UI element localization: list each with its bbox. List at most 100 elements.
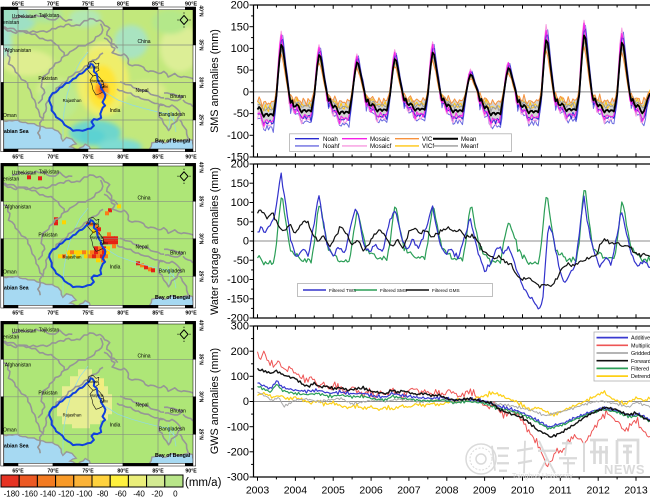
svg-text:30°N: 30°N — [198, 77, 204, 89]
svg-text:Pakistan: Pakistan — [38, 76, 57, 82]
svg-text:India: India — [110, 422, 121, 428]
svg-text:80°E: 80°E — [117, 1, 129, 7]
svg-text:85°E: 85°E — [152, 154, 164, 160]
svg-text:Noahf: Noahf — [323, 143, 340, 150]
svg-text:India: India — [110, 264, 121, 270]
svg-text:80°E: 80°E — [117, 469, 129, 475]
svg-text:Mosaic: Mosaic — [370, 136, 390, 143]
svg-text:2012: 2012 — [587, 485, 611, 497]
svg-text:100: 100 — [231, 43, 249, 55]
svg-text:SMS anomalies (mm): SMS anomalies (mm) — [209, 29, 221, 133]
svg-text:Bay of Bengal: Bay of Bengal — [155, 295, 191, 301]
svg-text:(mm/a): (mm/a) — [185, 477, 222, 489]
svg-text:Mosaicf: Mosaicf — [370, 143, 392, 150]
svg-text:Bay of Bengal: Bay of Bengal — [155, 453, 191, 459]
svg-text:Uzbekistan: Uzbekistan — [12, 328, 37, 334]
svg-text:-200: -200 — [227, 446, 249, 458]
svg-text:2007: 2007 — [397, 485, 421, 497]
svg-text:90°E: 90°E — [185, 1, 197, 7]
svg-text:2005: 2005 — [322, 485, 346, 497]
svg-text:India: India — [110, 108, 121, 114]
svg-text:Bhutan: Bhutan — [170, 408, 186, 414]
svg-text:-150: -150 — [227, 293, 249, 305]
svg-text:Filtered GMS: Filtered GMS — [432, 288, 460, 293]
svg-text:-60: -60 — [115, 490, 127, 499]
svg-text:85°E: 85°E — [152, 1, 164, 7]
svg-text:Turkmenistan: Turkmenistan — [0, 176, 19, 182]
svg-text:Gridded co: Gridded co — [631, 351, 650, 357]
svg-text:90°E: 90°E — [185, 154, 197, 160]
svg-text:Rajasthan: Rajasthan — [63, 254, 83, 259]
svg-text:-100: -100 — [227, 274, 249, 286]
svg-text:-180: -180 — [4, 490, 21, 499]
svg-text:0: 0 — [243, 87, 249, 99]
svg-text:85°E: 85°E — [152, 469, 164, 475]
svg-text:2004: 2004 — [284, 485, 308, 497]
svg-text:30°N: 30°N — [198, 233, 204, 245]
svg-text:2009: 2009 — [473, 485, 497, 497]
svg-text:85°E: 85°E — [152, 311, 164, 317]
svg-text:100: 100 — [231, 371, 249, 383]
svg-text:Afghanistan: Afghanistan — [5, 362, 32, 368]
svg-text:75°E: 75°E — [82, 311, 94, 317]
svg-text:Bangladesh: Bangladesh — [159, 268, 186, 274]
svg-text:Detrended: Detrended — [631, 374, 650, 380]
svg-text:200: 200 — [231, 0, 249, 12]
svg-text:Punjab: Punjab — [88, 380, 99, 384]
svg-text:Pakistan: Pakistan — [38, 232, 57, 238]
svg-text:25°N: 25°N — [198, 429, 204, 441]
svg-text:2006: 2006 — [359, 485, 383, 497]
svg-text:Uzbekistan: Uzbekistan — [12, 170, 37, 176]
svg-text:75°E: 75°E — [82, 154, 94, 160]
svg-text:2008: 2008 — [435, 485, 459, 497]
svg-text:40°N: 40°N — [198, 320, 204, 332]
svg-text:-140: -140 — [40, 490, 57, 499]
svg-text:50: 50 — [237, 65, 249, 77]
svg-text:75°E: 75°E — [82, 1, 94, 7]
svg-text:Filtered co: Filtered co — [631, 367, 650, 373]
svg-text:Tajikistan: Tajikistan — [39, 327, 60, 333]
svg-text:Filtered SMS: Filtered SMS — [380, 288, 407, 293]
svg-text:0: 0 — [243, 236, 249, 248]
svg-text:65°E: 65°E — [12, 469, 24, 475]
svg-text:Tajikistan: Tajikistan — [39, 13, 60, 19]
svg-text:Delhi: Delhi — [100, 85, 108, 89]
svg-text:Bhutan: Bhutan — [170, 250, 186, 256]
svg-text:Rajasthan: Rajasthan — [63, 98, 83, 103]
svg-text:Meanf: Meanf — [461, 143, 478, 150]
svg-text:Afghanistan: Afghanistan — [5, 204, 32, 210]
svg-text:VIC: VIC — [422, 136, 433, 143]
svg-text:Bay of Bengal: Bay of Bengal — [155, 139, 191, 145]
svg-text:200: 200 — [231, 346, 249, 358]
svg-text:40°N: 40°N — [198, 162, 204, 174]
svg-text:150: 150 — [231, 21, 249, 33]
svg-text:80°E: 80°E — [117, 154, 129, 160]
svg-text:-50: -50 — [233, 255, 249, 267]
svg-text:Additive co: Additive co — [631, 336, 650, 342]
svg-text:75°E: 75°E — [82, 469, 94, 475]
svg-text:-100: -100 — [227, 421, 249, 433]
svg-text:-160: -160 — [22, 490, 39, 499]
svg-text:Arabian Sea: Arabian Sea — [0, 285, 29, 291]
svg-text:Delhi: Delhi — [100, 241, 108, 245]
svg-text:Haryana: Haryana — [91, 393, 104, 397]
svg-text:70°E: 70°E — [47, 469, 59, 475]
svg-text:30°N: 30°N — [198, 391, 204, 403]
svg-text:150: 150 — [231, 178, 249, 190]
svg-text:Water storage anomalies (mm): Water storage anomalies (mm) — [209, 167, 221, 315]
svg-text:25°N: 25°N — [198, 271, 204, 283]
svg-text:2010: 2010 — [511, 485, 535, 497]
svg-text:2003: 2003 — [246, 485, 270, 497]
svg-text:Bangladesh: Bangladesh — [159, 426, 186, 432]
svg-text:-20: -20 — [151, 490, 163, 499]
svg-text:0: 0 — [243, 396, 249, 408]
svg-text:Noah: Noah — [323, 136, 338, 143]
svg-text:Bhutan: Bhutan — [170, 94, 186, 100]
svg-text:Forward m: Forward m — [631, 359, 650, 365]
svg-text:Haryana: Haryana — [91, 79, 104, 83]
svg-text:Turkmenistan: Turkmenistan — [0, 334, 19, 340]
svg-text:70°E: 70°E — [47, 154, 59, 160]
svg-text:Nepal: Nepal — [135, 402, 148, 408]
svg-text:-80: -80 — [97, 490, 109, 499]
svg-text:100: 100 — [231, 197, 249, 209]
